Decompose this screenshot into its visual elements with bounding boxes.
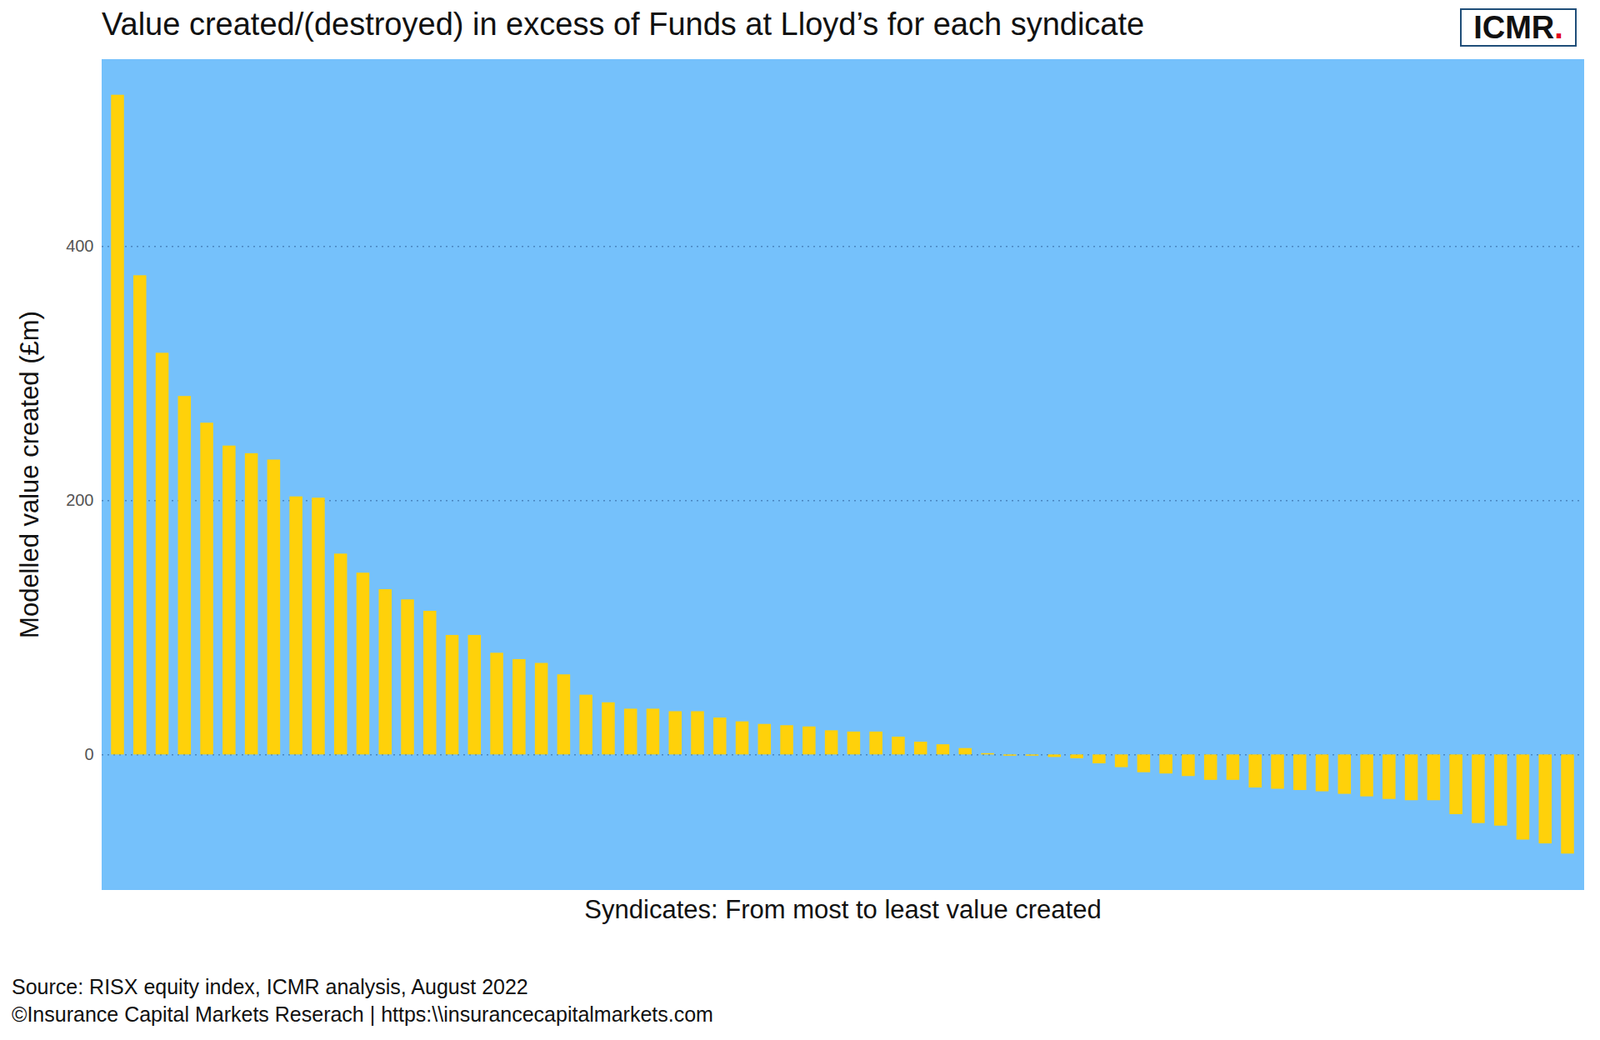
- svg-text:0: 0: [84, 745, 94, 764]
- svg-text:200: 200: [65, 490, 94, 510]
- html-text:©Insurance Capital Markets Res: ©Insurance Capital Markets Reserach | ht…: [11, 1002, 714, 1026]
- html-text:Value created/(destroyed) in e: Value created/(destroyed) in excess of F…: [101, 6, 1145, 42]
- svg-text:400: 400: [65, 236, 94, 255]
- html-text:ICMR.: ICMR.: [1473, 10, 1564, 45]
- html-text:Source: RISX equity index, ICM: Source: RISX equity index, ICMR analysis…: [11, 975, 529, 999]
- svg-text:Modelled value created (£m): Modelled value created (£m): [15, 310, 45, 639]
- svg-text:Syndicates: From most to least: Syndicates: From most to least value cre…: [584, 895, 1101, 925]
